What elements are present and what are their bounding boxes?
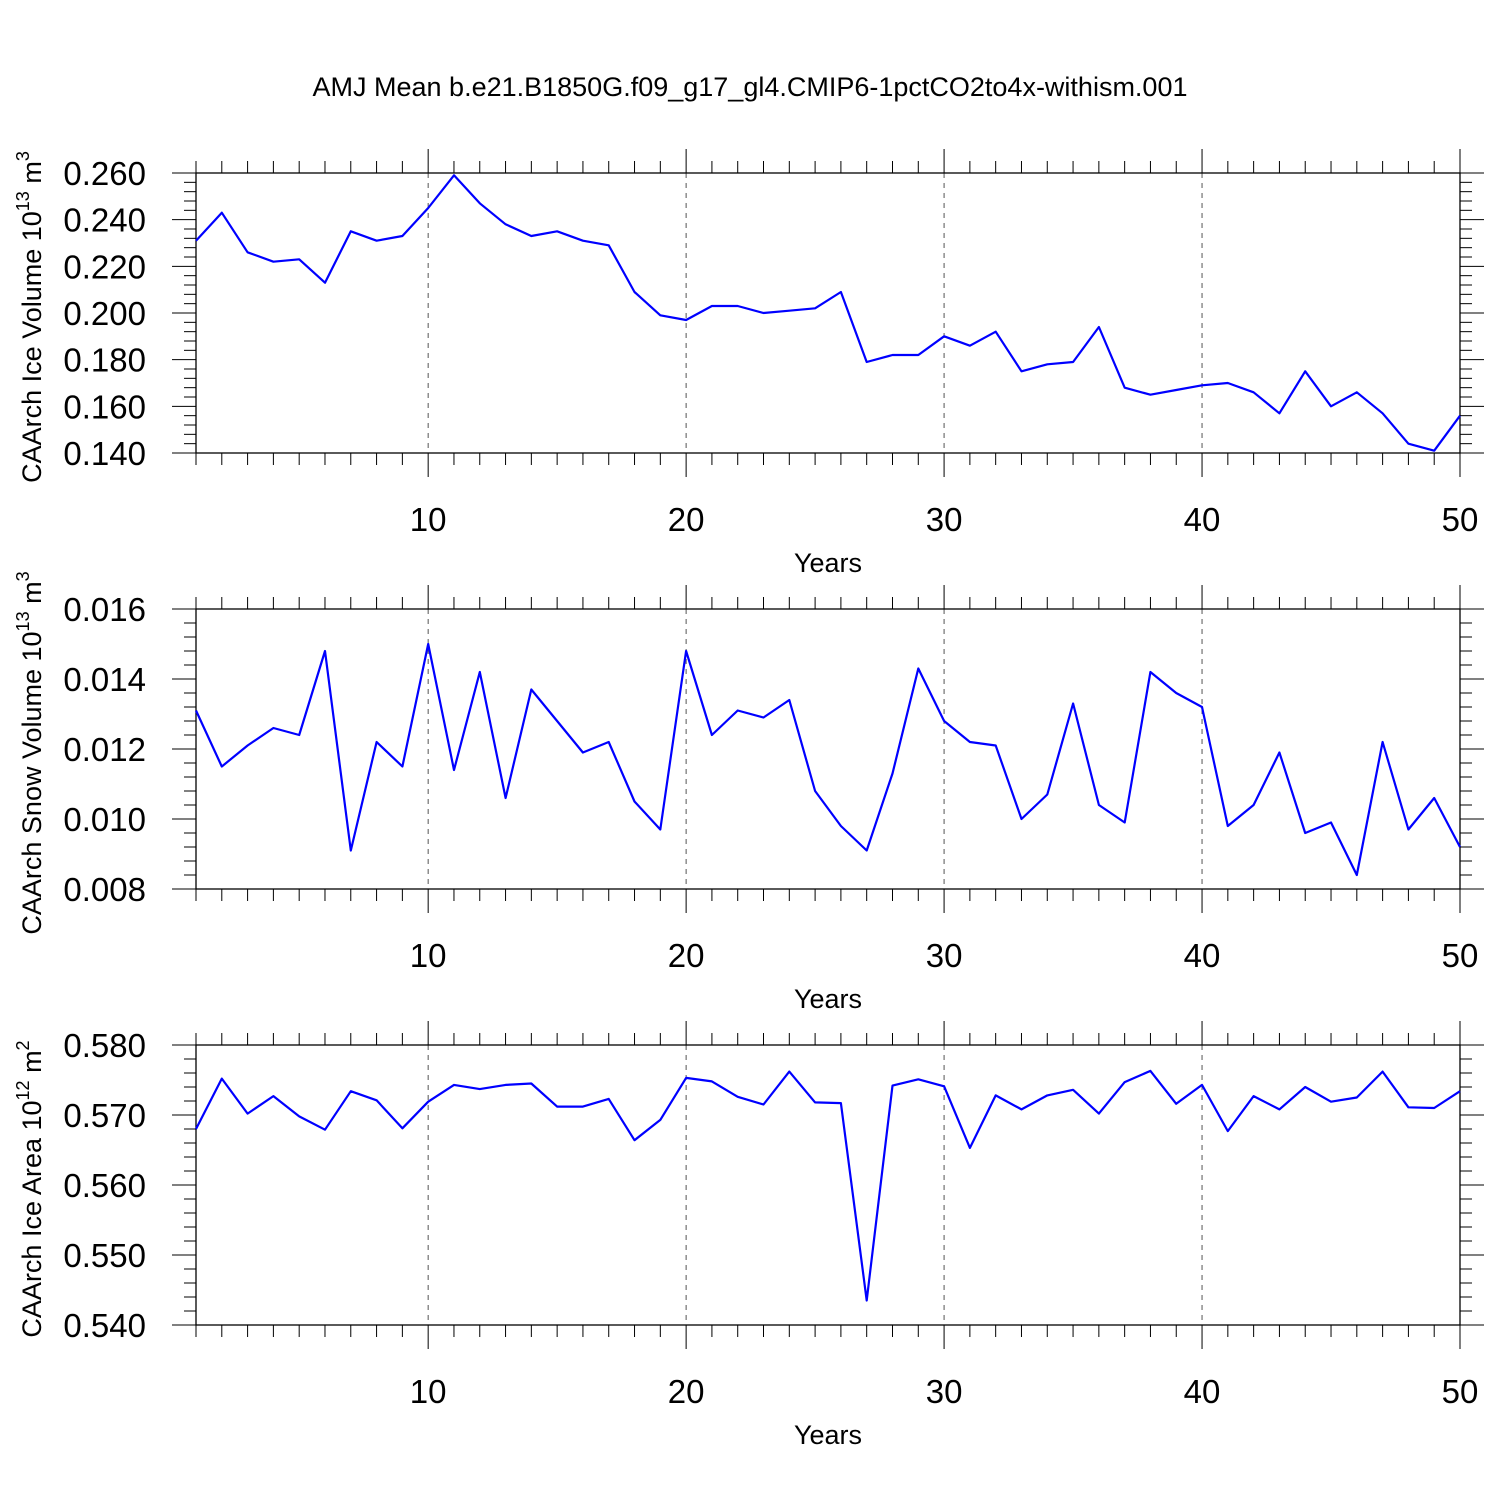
x-tick-label: 10: [410, 937, 447, 974]
y-tick-label: 0.240: [63, 202, 146, 239]
y-tick-label: 0.220: [63, 248, 146, 285]
y-tick-label: 0.200: [63, 295, 146, 332]
y-tick-label: 0.160: [63, 388, 146, 425]
panel-1: 0.140 0.160 0.180 0.200 0.220 0.240 0.260 10 20 3…: [13, 149, 1484, 578]
x-tick-label: 40: [1184, 501, 1221, 538]
x-axis-title: Years: [794, 548, 862, 578]
y-tick-label: 0.012: [63, 731, 146, 768]
y-tick-label: 0.008: [63, 871, 146, 908]
panel-2: 0.008 0.010 0.012 0.014 0.016 10 20 30 40 50 Years…: [13, 571, 1484, 1014]
x-tick-label: 40: [1184, 937, 1221, 974]
x-tick-label: 10: [410, 1373, 447, 1410]
x-tick-label: 40: [1184, 1373, 1221, 1410]
x-axis-title: Years: [794, 1420, 862, 1450]
y-axis-title: CAArch Ice Area 1012 m2: [13, 1040, 47, 1337]
y-axis-title: CAArch Snow Volume 1013 m3: [13, 571, 47, 934]
y-tick-label: 0.140: [63, 435, 146, 472]
y-tick-label: 0.540: [63, 1307, 146, 1344]
plot-frame: [195, 172, 1461, 454]
plot-frame: [195, 1044, 1461, 1326]
plot-frame: [195, 608, 1461, 890]
y-tick-label: 0.260: [63, 155, 146, 192]
x-tick-label: 20: [668, 937, 705, 974]
x-tick-label: 50: [1442, 937, 1479, 974]
chart-title: AMJ Mean b.e21.B1850G.f09_g17_gl4.CMIP6-…: [312, 72, 1188, 102]
x-tick-label: 50: [1442, 1373, 1479, 1410]
x-tick-label: 20: [668, 501, 705, 538]
y-tick-label: 0.580: [63, 1027, 146, 1064]
series-line: [195, 642, 1461, 877]
x-tick-label: 30: [926, 1373, 963, 1410]
panel-3: 0.540 0.550 0.560 0.570 0.580 10 20 30 40 50 Years…: [13, 1021, 1484, 1450]
y-tick-label: 0.180: [63, 342, 146, 379]
series-line: [195, 174, 1461, 452]
x-tick-label: 30: [926, 501, 963, 538]
y-tick-label: 0.560: [63, 1167, 146, 1204]
x-tick-label: 50: [1442, 501, 1479, 538]
x-axis-title: Years: [794, 984, 862, 1014]
y-tick-label: 0.016: [63, 591, 146, 628]
y-tick-label: 0.010: [63, 801, 146, 838]
series-line: [195, 1069, 1461, 1302]
y-tick-label: 0.550: [63, 1237, 146, 1274]
y-tick-label: 0.570: [63, 1097, 146, 1134]
x-tick-label: 30: [926, 937, 963, 974]
x-tick-label: 10: [410, 501, 447, 538]
y-axis-title: CAArch Ice Volume 1013 m3: [13, 151, 47, 483]
x-tick-label: 20: [668, 1373, 705, 1410]
y-tick-label: 0.014: [63, 661, 146, 698]
